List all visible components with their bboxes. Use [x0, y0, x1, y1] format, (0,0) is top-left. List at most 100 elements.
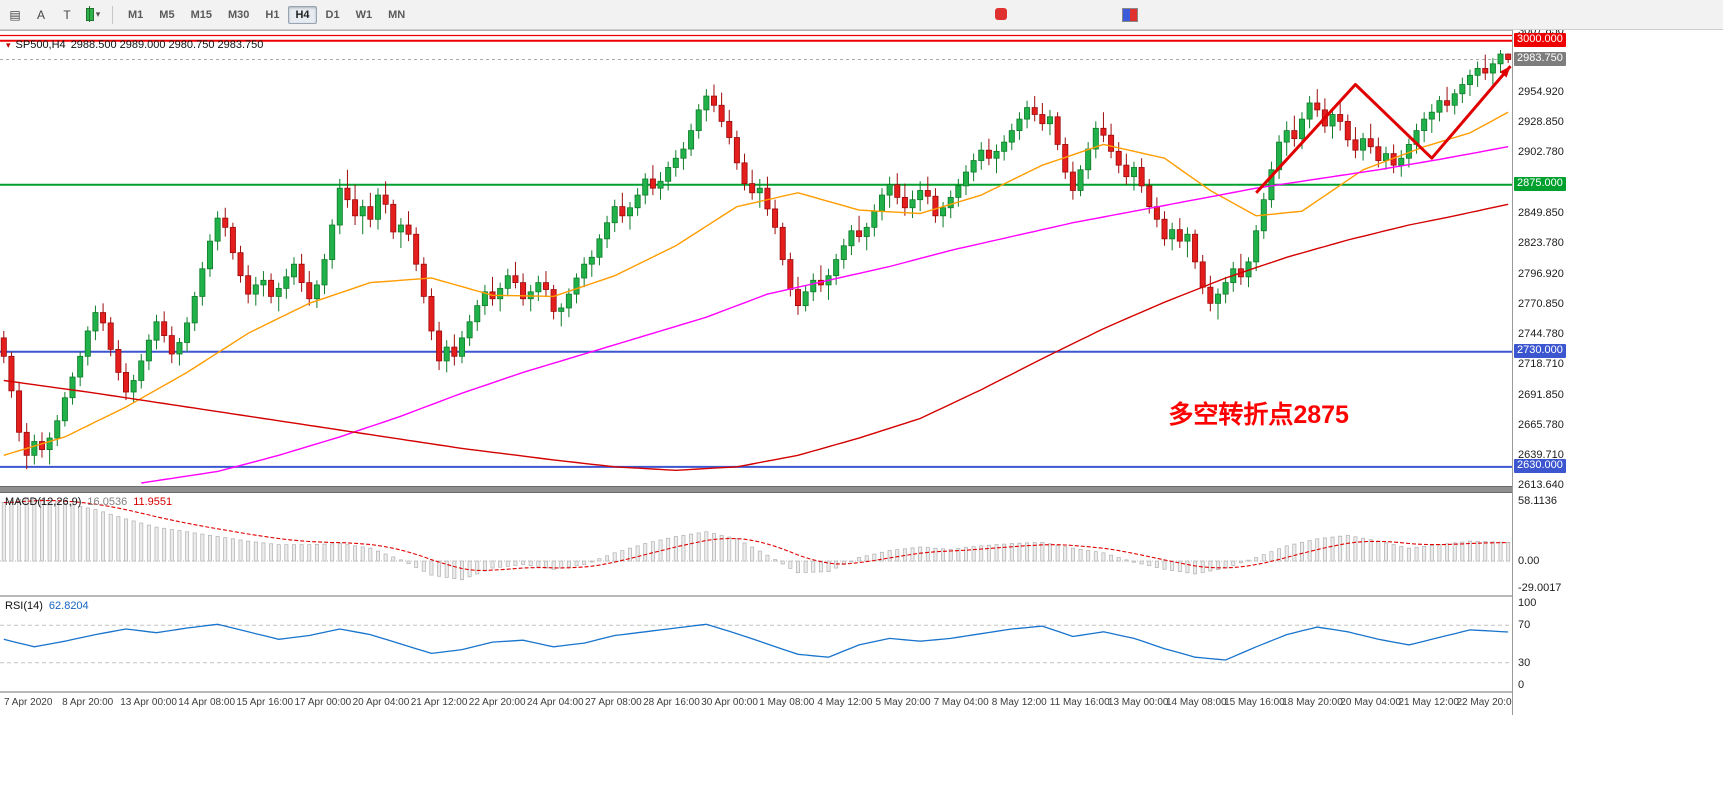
time-axis-label: 8 Apr 20:00	[62, 697, 114, 708]
time-axis-label: 7 Apr 2020	[4, 697, 53, 708]
time-axis-label: 1 May 08:00	[759, 697, 815, 708]
timeframe-button-mn[interactable]: MN	[388, 8, 406, 21]
macd-axis-min: -29.0017	[1518, 582, 1562, 594]
time-axis-label: 27 Apr 08:00	[585, 697, 642, 708]
price-axis-label: 2902.780	[1518, 145, 1564, 158]
cursor-tool-button[interactable]: A	[36, 7, 45, 22]
chart-symbol-icon: ▾	[6, 39, 11, 50]
chart-title: ▾ SP500,H4 2988.500 2989.000 2980.750 29…	[6, 39, 263, 51]
price-axis-label: 2744.780	[1518, 327, 1564, 340]
chevron-down-icon: ▾	[95, 9, 101, 19]
macd-chart[interactable]	[0, 493, 1512, 595]
price-tag-2630.000: 2630.000	[1514, 458, 1566, 473]
chart-area: 多空转折点2875 ▾ SP500,H4 2988.500 2989.000 2…	[0, 30, 1576, 715]
candlestick-chart[interactable]: 多空转折点2875	[0, 31, 1512, 487]
time-axis-label: 11 May 16:00	[1049, 697, 1110, 708]
timeframe-button-m5[interactable]: M5	[159, 8, 175, 21]
time-axis-label: 22 Apr 20:00	[468, 697, 526, 708]
price-axis-label: 2796.920	[1518, 267, 1564, 280]
time-axis[interactable]: 7 Apr 2020 8 Apr 20:00 13 Apr 00:00 14 Apr …	[0, 693, 1576, 715]
current-price-tag: 2983.750	[1514, 51, 1566, 66]
price-axis-label: 2849.850	[1518, 206, 1564, 219]
chart-symbol-label: SP500,H4	[15, 39, 66, 51]
ma-fast-orange	[3, 111, 1509, 456]
flag-blue-part	[1123, 9, 1130, 21]
price-tag-2875.000: 2875.000	[1514, 176, 1566, 191]
timeframe-button-m1[interactable]: M1	[128, 8, 144, 21]
ma-slow-red	[3, 203, 1509, 472]
timeframe-button-h4[interactable]: H4	[288, 5, 317, 24]
macd-name: MACD(12,26,9)	[5, 496, 82, 508]
price-axis-label: 2691.850	[1518, 388, 1564, 401]
price-tag-2730.000: 2730.000	[1514, 343, 1566, 358]
macd-main-value: 16.0536	[87, 496, 128, 508]
price-axis-label: 2718.710	[1518, 357, 1564, 370]
rsi-name: RSI(14)	[5, 600, 43, 612]
rsi-value: 62.8204	[48, 600, 89, 612]
main-chart-panel[interactable]: 多空转折点2875 ▾ SP500,H4 2988.500 2989.000 2…	[0, 30, 1512, 487]
rsi-axis-70: 70	[1518, 619, 1531, 632]
flag-red-part	[1130, 9, 1137, 21]
timeframe-button-m30[interactable]: M30	[227, 8, 250, 21]
red-dot-icon[interactable]	[995, 8, 1007, 20]
time-axis-label: 14 May 08:00	[1166, 697, 1227, 708]
text-tool-button[interactable]: T	[63, 7, 71, 22]
time-axis-label: 13 May 00:00	[1107, 697, 1169, 708]
price-axis-label: 2928.850	[1518, 115, 1564, 128]
time-axis-label: 15 Apr 16:00	[236, 697, 294, 708]
time-axis-label: 7 May 04:00	[933, 697, 989, 708]
time-axis-label: 13 Apr 00:00	[120, 697, 177, 708]
trend-arrowhead	[1499, 66, 1511, 78]
time-axis-label: 8 May 12:00	[991, 697, 1047, 708]
macd-signal-value: 11.9551	[133, 496, 173, 508]
panel-splitter[interactable]	[0, 486, 1576, 493]
trend-arrow[interactable]	[1255, 65, 1512, 194]
time-axis-label: 20 May 04:00	[1340, 697, 1401, 708]
rsi-line	[3, 623, 1509, 661]
price-axis[interactable]: 3007.8502954.9202928.8502902.7802849.850…	[1512, 30, 1579, 715]
rsi-panel[interactable]: RSI(14) 62.8204	[0, 597, 1512, 691]
chart-ohlc-values: 2988.500 2989.000 2980.750 2983.750	[70, 39, 264, 51]
windows-tile-icon[interactable]: ▤	[9, 7, 21, 22]
price-axis-label: 2613.640	[1518, 478, 1564, 491]
price-axis-label: 2639.710	[1518, 448, 1564, 461]
time-axis-label: 14 Apr 08:00	[178, 697, 236, 708]
time-axis-label: 5 May 20:00	[875, 697, 931, 708]
rsi-label: RSI(14) 62.8204	[5, 600, 89, 612]
price-axis-label: 2665.780	[1518, 418, 1564, 431]
flag-icon[interactable]	[1122, 8, 1138, 22]
price-axis-label: 2823.780	[1518, 236, 1564, 249]
time-axis-label: 28 Apr 16:00	[643, 697, 700, 708]
time-axis-label: 30 Apr 00:00	[701, 697, 758, 708]
timeframe-button-w1[interactable]: W1	[355, 8, 373, 21]
timeframe-button-h1[interactable]: H1	[265, 8, 280, 21]
time-axis-label: 21 May 12:00	[1398, 697, 1459, 708]
rsi-chart[interactable]	[0, 597, 1512, 691]
time-axis-label: 20 Apr 04:00	[352, 697, 410, 708]
timeframe-button-d1[interactable]: D1	[325, 8, 340, 21]
time-axis-label: 21 Apr 12:00	[410, 697, 468, 708]
time-axis-label: 18 May 20:00	[1282, 697, 1343, 708]
timeframe-group: M1 M5 M15 M30 H1 H4 D1 W1 MN	[120, 5, 413, 24]
price-axis-label: 2954.920	[1518, 85, 1564, 98]
price-axis-label: 2770.850	[1518, 297, 1564, 310]
rsi-axis-30: 30	[1518, 656, 1531, 669]
chart-type-dropdown[interactable]: ▾	[81, 3, 105, 27]
toolbar: ▤ A T ▾ M1 M5 M15 M30 H1 H4 D1 W1 MN	[0, 0, 1723, 30]
chart-annotation-text[interactable]: 多空转折点2875	[1168, 400, 1349, 429]
macd-signal-line	[3, 499, 1509, 572]
toolbar-separator	[112, 5, 113, 24]
ma-mid-magenta	[141, 146, 1509, 484]
timeframe-button-m15[interactable]: M15	[190, 8, 212, 21]
macd-rsi-separator[interactable]	[0, 595, 1576, 597]
time-axis-label: 24 Apr 04:00	[526, 697, 584, 708]
macd-panel[interactable]: MACD(12,26,9) 16.0536 11.9551	[0, 493, 1512, 595]
time-axis-label: 22 May 20:00	[1456, 697, 1518, 708]
macd-axis-zero: 0.00	[1518, 555, 1540, 568]
price-tag-3000.000: 3000.000	[1514, 32, 1566, 47]
candlestick-icon	[85, 6, 94, 22]
time-axis-separator	[0, 691, 1576, 693]
time-axis-label: 15 May 16:00	[1224, 697, 1285, 708]
macd-label: MACD(12,26,9) 16.0536 11.9551	[5, 496, 172, 508]
